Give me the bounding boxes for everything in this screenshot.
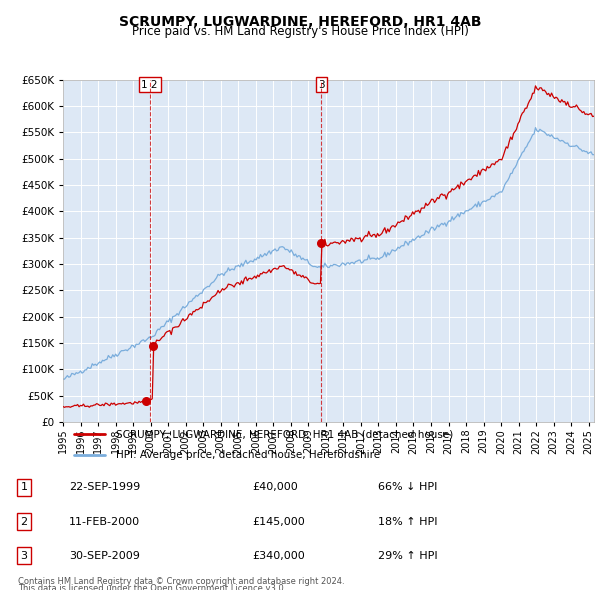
Text: 1 2: 1 2 — [142, 80, 158, 90]
Text: 1: 1 — [20, 483, 28, 492]
Text: This data is licensed under the Open Government Licence v3.0.: This data is licensed under the Open Gov… — [18, 584, 286, 590]
Text: 18% ↑ HPI: 18% ↑ HPI — [378, 517, 437, 526]
Text: Price paid vs. HM Land Registry's House Price Index (HPI): Price paid vs. HM Land Registry's House … — [131, 25, 469, 38]
Text: 22-SEP-1999: 22-SEP-1999 — [69, 483, 140, 492]
Text: 11-FEB-2000: 11-FEB-2000 — [69, 517, 140, 526]
Text: 66% ↓ HPI: 66% ↓ HPI — [378, 483, 437, 492]
Text: 2: 2 — [20, 517, 28, 526]
Text: 30-SEP-2009: 30-SEP-2009 — [69, 551, 140, 560]
Text: £145,000: £145,000 — [252, 517, 305, 526]
Text: 3: 3 — [20, 551, 28, 560]
Text: Contains HM Land Registry data © Crown copyright and database right 2024.: Contains HM Land Registry data © Crown c… — [18, 577, 344, 586]
Text: HPI: Average price, detached house, Herefordshire: HPI: Average price, detached house, Here… — [116, 451, 380, 460]
Text: SCRUMPY, LUGWARDINE, HEREFORD, HR1 4AB (detached house): SCRUMPY, LUGWARDINE, HEREFORD, HR1 4AB (… — [116, 430, 454, 439]
Text: SCRUMPY, LUGWARDINE, HEREFORD, HR1 4AB: SCRUMPY, LUGWARDINE, HEREFORD, HR1 4AB — [119, 15, 481, 29]
Text: 29% ↑ HPI: 29% ↑ HPI — [378, 551, 437, 560]
Text: 3: 3 — [318, 80, 325, 90]
Text: £340,000: £340,000 — [252, 551, 305, 560]
Text: £40,000: £40,000 — [252, 483, 298, 492]
